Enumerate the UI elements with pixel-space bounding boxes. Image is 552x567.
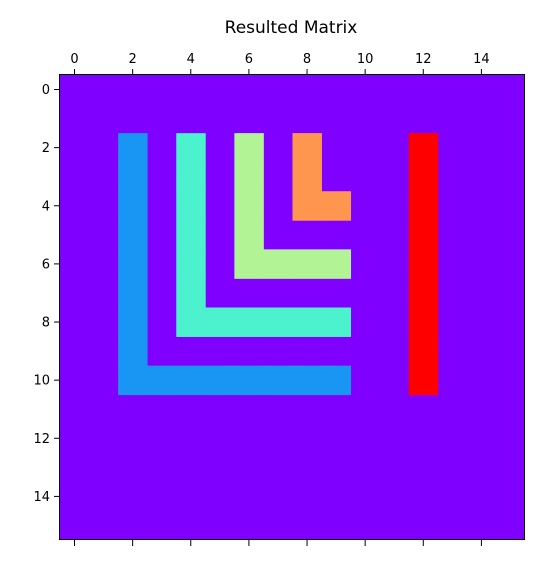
heatmap-cell — [118, 249, 148, 279]
heatmap-cell — [292, 365, 322, 396]
x-tick-label: 14 — [473, 52, 490, 67]
x-tick-label: 0 — [70, 52, 78, 67]
heatmap-cell — [321, 191, 352, 221]
heatmap-cell — [408, 220, 439, 250]
heatmap-cell — [263, 365, 293, 396]
heatmap-cell — [408, 162, 439, 192]
heatmap-cell — [234, 220, 264, 250]
heatmap-cell — [118, 162, 148, 192]
heatmap-cell — [118, 307, 148, 337]
x-tick-label: 6 — [245, 52, 253, 67]
axis-ticks: 0 2 4 6 8 10 12 14 0 2 4 6 8 10 12 14 — [33, 52, 490, 546]
x-tick-label: 10 — [357, 52, 374, 67]
heatmap-cell — [118, 191, 148, 221]
heatmap-cell — [408, 365, 439, 396]
y-tick-label: 0 — [42, 83, 50, 98]
heatmap-cell — [408, 133, 439, 163]
heatmap-cell — [408, 191, 439, 221]
heatmap-cell — [234, 365, 264, 396]
heatmap-cell — [321, 365, 352, 396]
heatmap-cells — [60, 75, 525, 540]
heatmap-cell — [176, 249, 206, 279]
heatmap-cell — [292, 133, 322, 163]
heatmap-cell — [408, 307, 439, 337]
heatmap-cell — [118, 278, 148, 308]
heatmap-cell — [408, 336, 439, 367]
heatmap-cell — [118, 133, 148, 163]
x-tick-label: 2 — [129, 52, 137, 67]
heatmap-cell — [205, 307, 235, 337]
heatmap-cell — [176, 220, 206, 250]
heatmap-cell — [234, 162, 264, 192]
heatmap-cell — [176, 162, 206, 192]
heatmap-cell — [234, 191, 264, 221]
x-tick-label: 12 — [415, 52, 432, 67]
heatmap-cell — [147, 365, 177, 396]
y-tick-label: 8 — [42, 316, 50, 331]
heatmap-cell — [176, 191, 206, 221]
heatmap-cell — [205, 365, 235, 396]
heatmap-cell — [321, 249, 352, 279]
heatmap-cell — [292, 162, 322, 192]
heatmap-cell — [176, 307, 206, 337]
heatmap-cell — [176, 278, 206, 308]
heatmap-cell — [234, 307, 264, 337]
heatmap-cell — [118, 220, 148, 250]
heatmap-cell — [176, 365, 206, 396]
heatmap-cell — [292, 249, 322, 279]
heatmap-cell — [118, 365, 148, 396]
plot-frame — [59, 74, 525, 540]
y-tick-label: 10 — [33, 374, 50, 389]
x-tick-label: 8 — [303, 52, 311, 67]
heatmap-cell — [263, 307, 293, 337]
x-tick-label: 4 — [187, 52, 195, 67]
heatmap-cell — [234, 133, 264, 163]
y-tick-label: 12 — [33, 432, 50, 447]
heatmap-cell — [263, 249, 293, 279]
y-tick-label: 2 — [42, 141, 50, 156]
heatmap-cell — [234, 249, 264, 279]
heatmap-cell — [118, 336, 148, 367]
y-tick-label: 14 — [33, 490, 50, 505]
heatmap-cell — [176, 133, 206, 163]
heatmap-cell — [292, 307, 322, 337]
heatmap-cell — [408, 249, 439, 279]
chart-title: Resulted Matrix — [225, 18, 358, 38]
heatmap-cell — [292, 191, 322, 221]
heatmap-cell — [321, 307, 352, 337]
heatmap-cell — [408, 278, 439, 308]
y-tick-label: 4 — [42, 199, 50, 214]
y-tick-label: 6 — [42, 257, 50, 272]
